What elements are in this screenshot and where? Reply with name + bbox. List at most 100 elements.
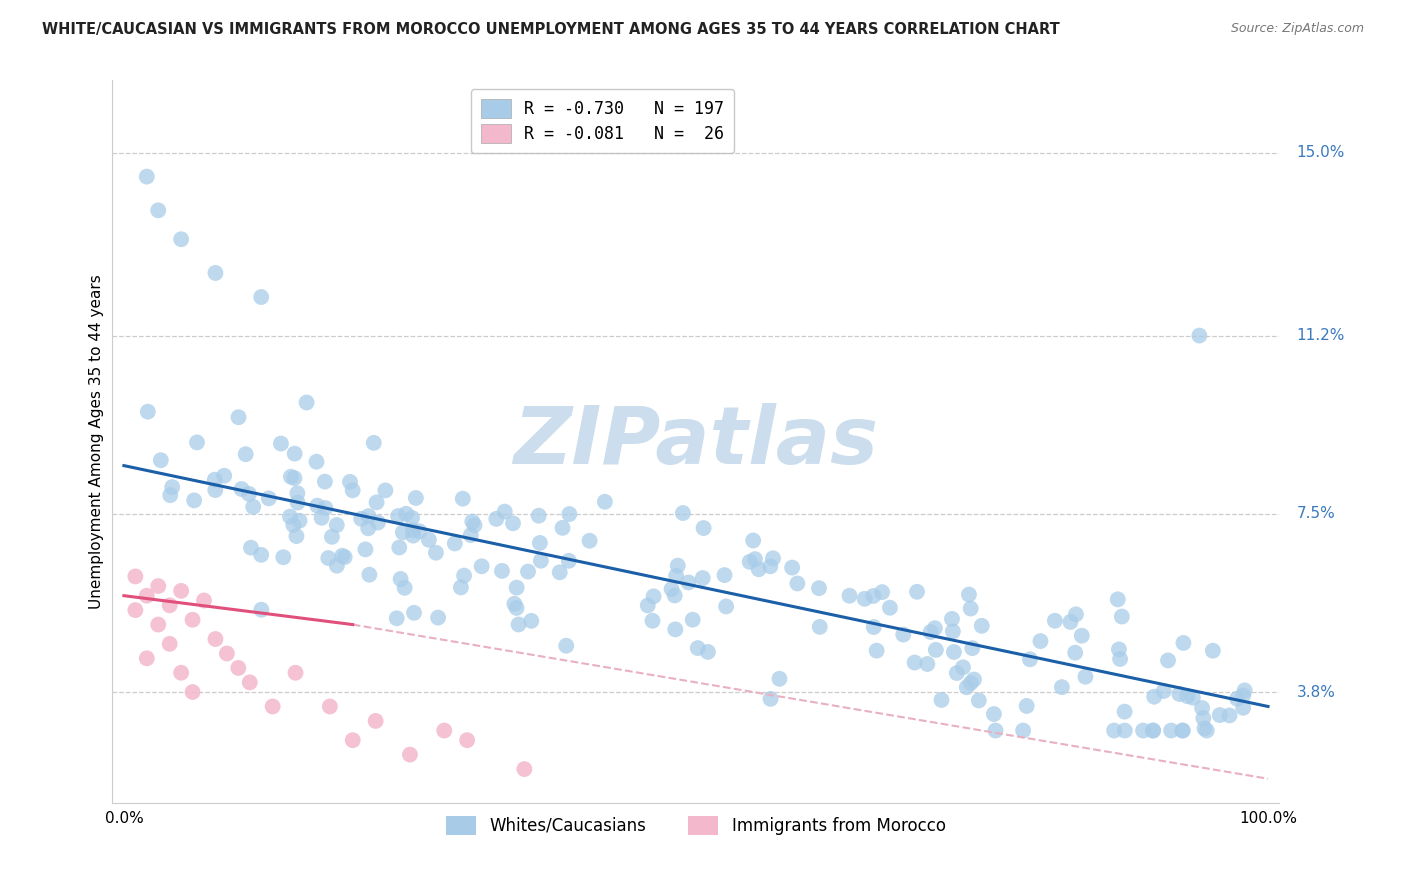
Point — [394, 581, 416, 595]
Point — [450, 581, 472, 595]
Point — [460, 528, 482, 542]
Point — [759, 691, 782, 706]
Point — [879, 600, 901, 615]
Point — [408, 524, 430, 539]
Point — [643, 590, 665, 604]
Point — [558, 507, 581, 521]
Point — [838, 589, 860, 603]
Point — [405, 491, 427, 505]
Point — [1157, 653, 1180, 667]
Point — [1233, 683, 1256, 698]
Point — [367, 516, 389, 530]
Point — [278, 509, 301, 524]
Point — [285, 529, 308, 543]
Point — [319, 699, 342, 714]
Point — [1232, 689, 1254, 703]
Point — [387, 509, 409, 524]
Point — [780, 560, 803, 574]
Point — [548, 566, 571, 580]
Point — [287, 486, 309, 500]
Point — [288, 514, 311, 528]
Point — [1195, 723, 1218, 738]
Point — [925, 643, 948, 657]
Point — [388, 541, 411, 555]
Point — [159, 637, 181, 651]
Point — [204, 483, 226, 497]
Point — [456, 733, 478, 747]
Point — [956, 680, 979, 694]
Text: 11.2%: 11.2% — [1296, 328, 1346, 343]
Point — [1202, 644, 1225, 658]
Point — [235, 447, 257, 461]
Point — [1109, 652, 1132, 666]
Point — [1114, 705, 1136, 719]
Point — [520, 614, 543, 628]
Point — [1192, 711, 1215, 725]
Point — [742, 533, 765, 548]
Point — [461, 515, 484, 529]
Point — [1177, 689, 1199, 703]
Point — [1132, 723, 1154, 738]
Point — [1111, 609, 1133, 624]
Point — [228, 661, 250, 675]
Point — [149, 453, 172, 467]
Point — [215, 647, 238, 661]
Point — [692, 521, 714, 535]
Text: WHITE/CAUCASIAN VS IMMIGRANTS FROM MOROCCO UNEMPLOYMENT AMONG AGES 35 TO 44 YEAR: WHITE/CAUCASIAN VS IMMIGRANTS FROM MOROC… — [42, 22, 1060, 37]
Point — [402, 524, 425, 538]
Point — [148, 617, 170, 632]
Point — [148, 203, 170, 218]
Point — [946, 666, 969, 681]
Point — [1171, 723, 1194, 738]
Point — [204, 473, 226, 487]
Point — [1059, 615, 1081, 629]
Point — [502, 516, 524, 531]
Point — [425, 546, 447, 560]
Point — [551, 521, 574, 535]
Point — [284, 665, 307, 680]
Point — [963, 673, 986, 687]
Point — [186, 435, 208, 450]
Point — [924, 621, 946, 635]
Point — [1102, 723, 1125, 738]
Point — [962, 641, 984, 656]
Point — [385, 611, 408, 625]
Legend: Whites/Caucasians, Immigrants from Morocco: Whites/Caucasians, Immigrants from Moroc… — [436, 805, 956, 845]
Point — [1043, 614, 1066, 628]
Point — [768, 672, 790, 686]
Point — [942, 624, 965, 639]
Point — [135, 651, 157, 665]
Point — [135, 589, 157, 603]
Point — [1232, 700, 1254, 714]
Point — [748, 562, 770, 576]
Point — [666, 558, 689, 573]
Point — [664, 623, 686, 637]
Point — [283, 518, 305, 533]
Point — [664, 589, 686, 603]
Point — [853, 591, 876, 606]
Point — [713, 568, 735, 582]
Point — [862, 589, 884, 603]
Point — [941, 612, 963, 626]
Point — [318, 551, 340, 566]
Point — [399, 747, 422, 762]
Point — [1064, 646, 1087, 660]
Point — [682, 613, 704, 627]
Point — [870, 585, 893, 599]
Point — [228, 410, 250, 425]
Point — [238, 487, 260, 501]
Point — [641, 614, 664, 628]
Point — [503, 597, 526, 611]
Point — [555, 639, 578, 653]
Point — [326, 518, 349, 533]
Point — [738, 555, 761, 569]
Point — [453, 568, 475, 582]
Point — [959, 676, 981, 690]
Point — [904, 656, 927, 670]
Point — [665, 568, 688, 582]
Point — [159, 599, 181, 613]
Point — [1209, 708, 1232, 723]
Point — [212, 468, 235, 483]
Point — [389, 572, 412, 586]
Point — [508, 617, 530, 632]
